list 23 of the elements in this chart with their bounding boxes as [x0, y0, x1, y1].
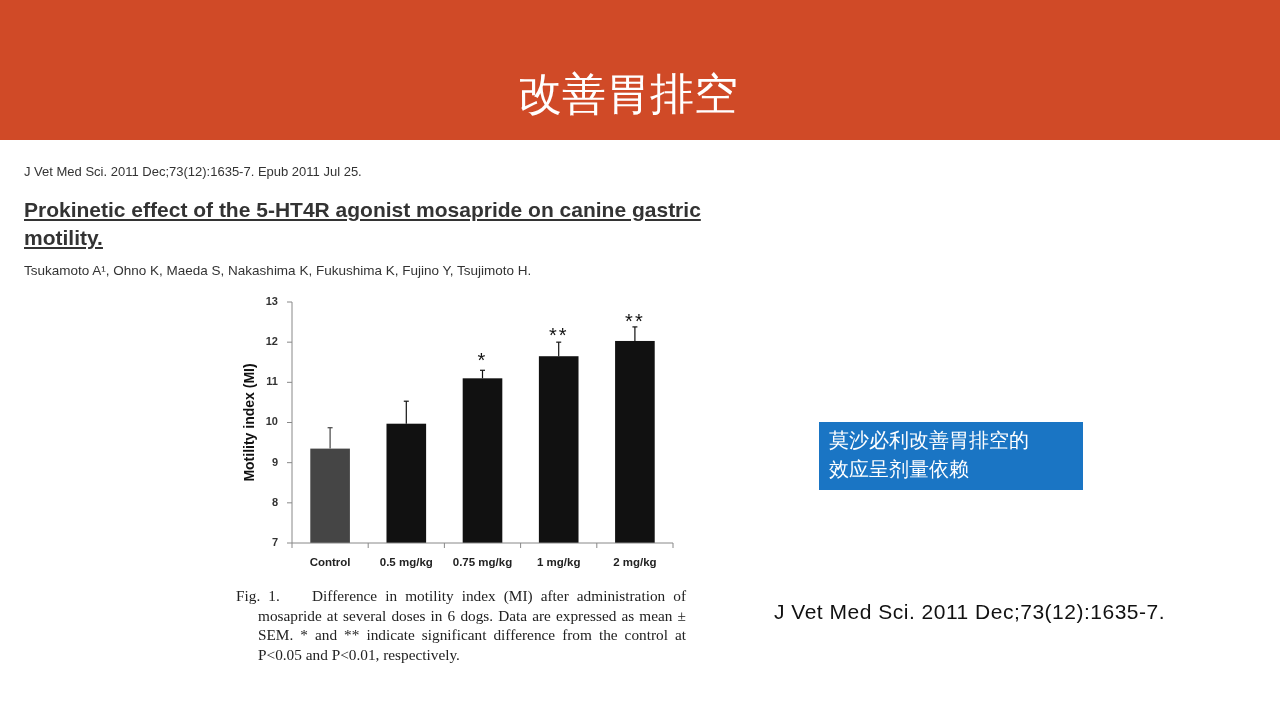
- chart-title: 改善胃排空: [517, 67, 739, 121]
- y-tick-label: 9: [271, 455, 278, 468]
- text: 莫沙必利改善胃排空的效应呈剂量依赖: [819, 422, 1083, 490]
- chart-subtitle: Prokinetic effect of the 5-HT4R agonist mosapride on canine gastric motility.: [24, 197, 702, 251]
- y-tick-label: 10: [265, 415, 278, 428]
- text: J Vet Med Sci. 2011 Dec;73(12):1635-7. Epub 2011 Jul 25.: [24, 164, 363, 179]
- y-tick-label: 7: [271, 535, 278, 548]
- y-tick-label: 13: [265, 294, 278, 307]
- text: J Vet Med Sci. 2011 Dec;73(12):1635-7.: [774, 600, 1166, 624]
- x-tick-label: Control: [309, 556, 351, 569]
- annotation: **: [625, 310, 645, 333]
- x-tick-label: 0.5 mg/kg: [379, 556, 433, 569]
- caption: Fig. 1. Difference in motility index (MI) after administration of mosapride at several doses in 6 dogs. Data are expressed as mean ± SEM. * and ** indicate significant difference from the control at P<0.05 and P<0.01, respectively.: [236, 586, 686, 664]
- x-tick-label: 0.75 mg/kg: [452, 556, 513, 569]
- x-tick-label: 2 mg/kg: [613, 556, 657, 569]
- y-tick-label: 8: [271, 495, 278, 508]
- text: Tsukamoto A¹, Ohno K, Maeda S, Nakashima K, Fukushima K, Fujino Y, Tsujimoto H.: [24, 263, 533, 278]
- annotation: *: [477, 349, 488, 372]
- y-tick-label: 11: [266, 375, 278, 388]
- x-tick-label: 1 mg/kg: [536, 556, 581, 569]
- annotation: **: [548, 324, 569, 347]
- y-axis-title: Motility index (MI): [240, 363, 257, 482]
- y-tick-label: 12: [265, 335, 278, 348]
